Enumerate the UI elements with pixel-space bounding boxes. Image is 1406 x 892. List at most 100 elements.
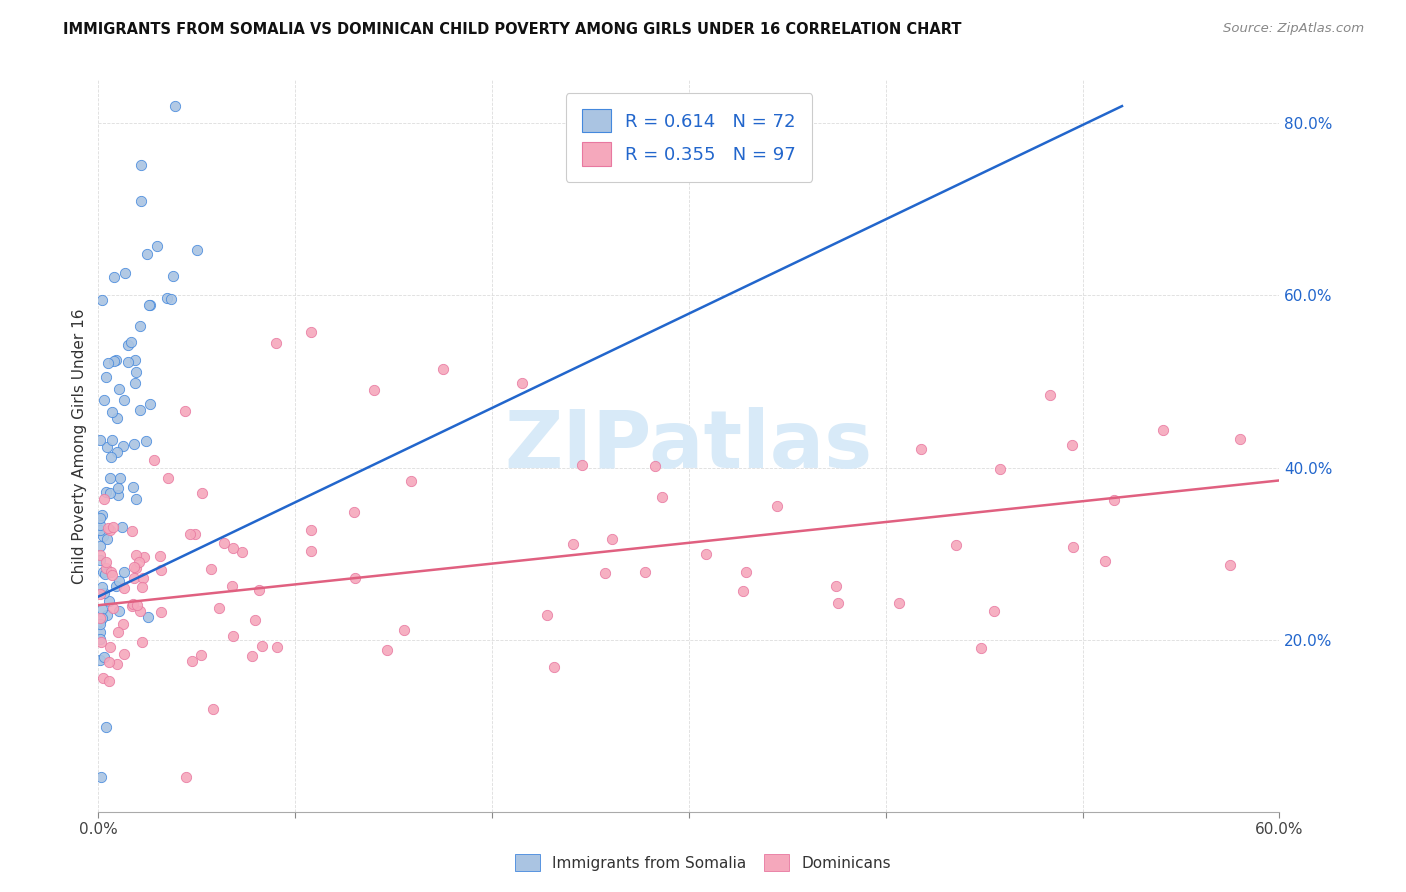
Point (299, 325, 322, 339)
Point (136, 610, 159, 624)
Point (163, 99, 186, 113)
Point (90, 770, 112, 784)
Point (156, 292, 179, 306)
Point (122, 571, 145, 585)
Point (89, 517, 111, 532)
Point (150, 605, 173, 619)
Point (91, 508, 114, 523)
Point (510, 376, 533, 391)
Point (91, 602, 114, 616)
Point (264, 335, 287, 350)
Point (103, 601, 125, 615)
Point (733, 584, 755, 599)
Point (90, 635, 112, 649)
Point (766, 499, 789, 513)
Point (125, 548, 148, 562)
Point (96, 440, 118, 454)
Point (121, 524, 143, 538)
Point (945, 538, 967, 552)
Point (98, 486, 121, 500)
Point (983, 604, 1005, 618)
Point (887, 596, 910, 610)
Point (108, 471, 131, 485)
Point (121, 597, 143, 611)
Point (243, 613, 266, 627)
Point (343, 571, 366, 585)
Point (114, 266, 136, 280)
Point (180, 654, 202, 668)
Point (107, 382, 129, 396)
Point (208, 601, 231, 615)
Point (111, 520, 134, 534)
Point (91, 671, 114, 685)
Point (112, 581, 135, 595)
Point (401, 475, 423, 489)
Point (89, 616, 111, 631)
Point (94, 555, 117, 569)
Point (98, 640, 121, 654)
Text: ZIPatlas: ZIPatlas (505, 407, 873, 485)
Point (129, 158, 152, 172)
Point (112, 565, 135, 579)
Legend: Immigrants from Somalia, Dominicans: Immigrants from Somalia, Dominicans (509, 848, 897, 877)
Point (1094, 554, 1116, 568)
Point (89, 524, 111, 538)
Point (128, 555, 150, 569)
Point (93, 529, 115, 543)
Point (93, 649, 115, 664)
Point (1062, 438, 1084, 452)
Point (117, 337, 139, 351)
Point (221, 579, 243, 593)
Text: Source: ZipAtlas.com: Source: ZipAtlas.com (1223, 22, 1364, 36)
Point (94, 561, 117, 575)
Point (222, 628, 245, 642)
Point (91, 565, 114, 579)
Point (392, 624, 415, 638)
Point (970, 640, 993, 655)
Point (131, 194, 153, 208)
Point (129, 403, 152, 417)
Point (212, 536, 235, 550)
Point (89, 611, 111, 625)
Point (190, 648, 212, 662)
Point (89, 653, 111, 667)
Point (96, 607, 118, 622)
Point (100, 565, 122, 579)
Point (94, 720, 117, 734)
Point (1219, 558, 1241, 572)
Point (108, 574, 131, 588)
Point (122, 437, 145, 451)
Point (90, 580, 112, 594)
Point (124, 353, 146, 368)
Point (111, 617, 134, 632)
Point (131, 571, 153, 585)
Point (89, 539, 111, 553)
Point (98, 523, 121, 537)
Point (97, 673, 120, 688)
Point (1039, 388, 1062, 402)
Point (121, 599, 143, 614)
Point (201, 701, 224, 715)
Point (112, 439, 135, 453)
Point (107, 481, 129, 495)
Point (89, 511, 111, 525)
Point (103, 520, 125, 534)
Point (247, 582, 270, 597)
Point (125, 365, 148, 379)
Point (138, 298, 160, 312)
Point (250, 639, 273, 653)
Point (561, 537, 583, 551)
Point (1229, 432, 1251, 446)
Point (108, 604, 131, 618)
Point (112, 393, 135, 408)
Point (129, 319, 152, 334)
Point (93, 586, 115, 600)
Point (1104, 493, 1126, 508)
Point (222, 541, 245, 555)
Point (124, 376, 146, 390)
Point (96, 370, 118, 384)
Point (124, 561, 146, 575)
Point (160, 292, 183, 306)
Point (695, 547, 717, 561)
Point (734, 566, 756, 580)
